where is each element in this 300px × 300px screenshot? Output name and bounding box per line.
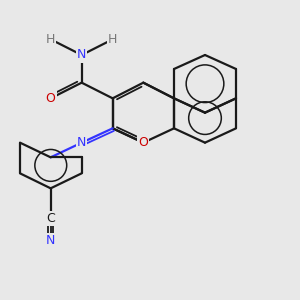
- Text: H: H: [108, 33, 117, 46]
- Text: N: N: [77, 136, 86, 149]
- Text: N: N: [46, 233, 56, 247]
- Text: O: O: [46, 92, 56, 105]
- Text: N: N: [77, 49, 86, 62]
- Text: O: O: [138, 136, 148, 149]
- Text: C: C: [46, 212, 55, 225]
- Text: H: H: [46, 33, 56, 46]
